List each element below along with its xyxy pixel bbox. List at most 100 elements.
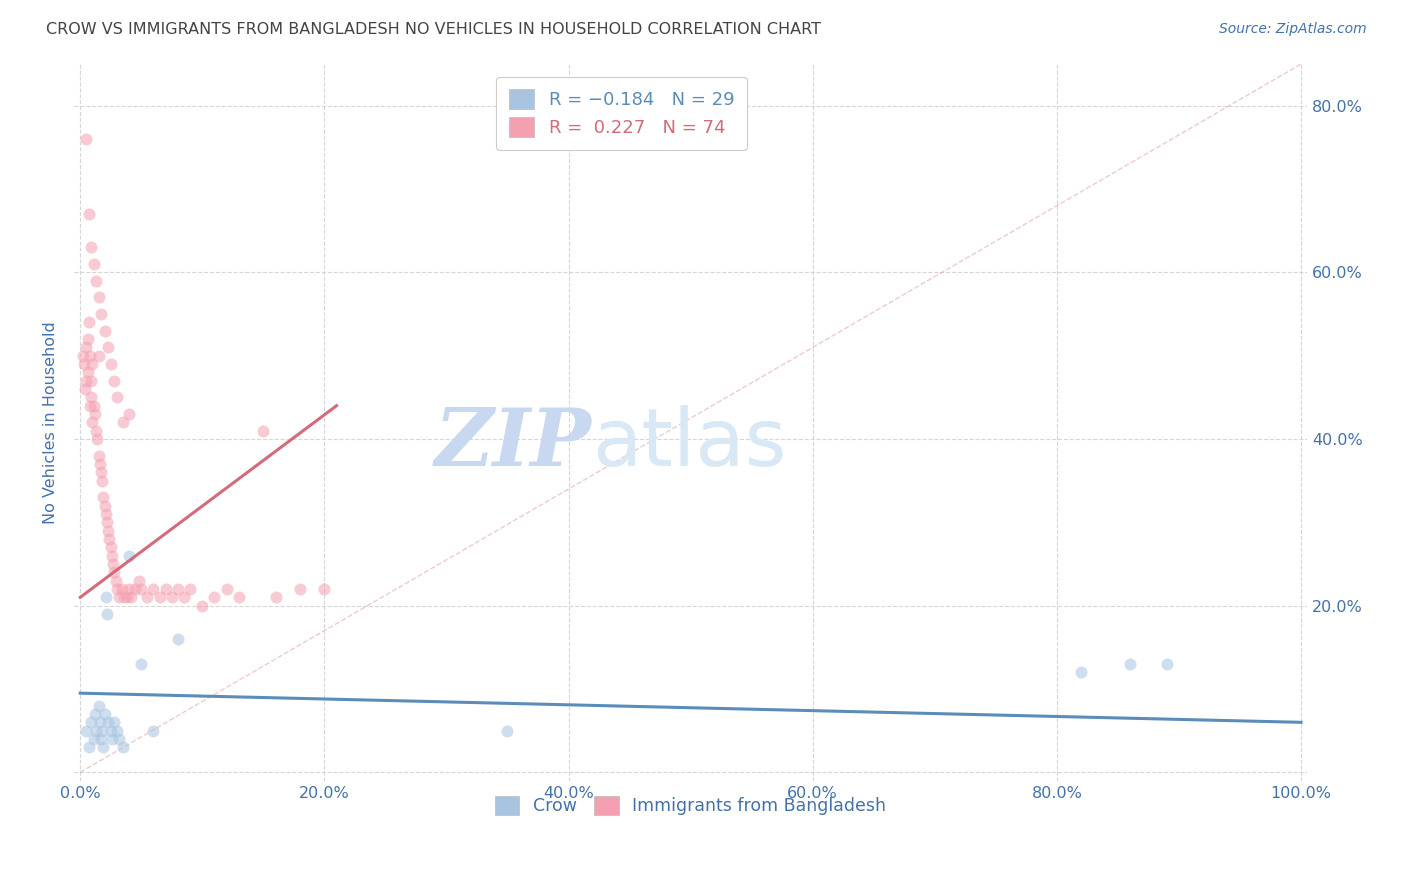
Point	[264, 591, 287, 605]
Point	[98, 532, 121, 546]
Point	[111, 415, 134, 429]
Point	[82, 415, 104, 429]
Point	[73, 357, 96, 371]
Point	[75, 340, 97, 354]
Point	[111, 582, 134, 596]
Point	[84, 723, 107, 738]
Point	[103, 566, 125, 580]
Point	[111, 740, 134, 755]
Point	[104, 574, 127, 588]
Point	[97, 340, 120, 354]
Point	[100, 723, 122, 738]
Point	[80, 390, 103, 404]
Y-axis label: No Vehicles in Household: No Vehicles in Household	[44, 321, 58, 524]
Point	[94, 507, 117, 521]
Point	[90, 307, 112, 321]
Legend: Crow, Immigrants from Bangladesh: Crow, Immigrants from Bangladesh	[484, 786, 897, 826]
Point	[83, 257, 105, 271]
Point	[93, 324, 115, 338]
Point	[84, 274, 107, 288]
Point	[100, 357, 122, 371]
Point	[142, 582, 165, 596]
Point	[75, 374, 97, 388]
Point	[118, 407, 141, 421]
Point	[105, 390, 128, 404]
Point	[1070, 665, 1092, 680]
Point	[83, 407, 105, 421]
Point	[105, 582, 128, 596]
Point	[160, 591, 183, 605]
Point	[129, 582, 152, 596]
Point	[87, 349, 110, 363]
Point	[105, 723, 128, 738]
Point	[90, 466, 112, 480]
Point	[87, 449, 110, 463]
Point	[167, 582, 190, 596]
Point	[79, 349, 101, 363]
Point	[93, 740, 115, 755]
Point	[82, 357, 104, 371]
Point	[142, 723, 165, 738]
Point	[91, 723, 114, 738]
Point	[215, 582, 238, 596]
Point	[101, 557, 124, 571]
Point	[148, 591, 170, 605]
Point	[96, 516, 118, 530]
Point	[1156, 657, 1178, 671]
Point	[101, 731, 124, 746]
Point	[204, 591, 226, 605]
Point	[103, 374, 125, 388]
Point	[84, 424, 107, 438]
Point	[75, 132, 97, 146]
Point	[93, 499, 115, 513]
Point	[93, 706, 115, 721]
Point	[115, 591, 138, 605]
Point	[87, 290, 110, 304]
Point	[118, 582, 141, 596]
Point	[121, 591, 143, 605]
Text: Source: ZipAtlas.com: Source: ZipAtlas.com	[1219, 22, 1367, 37]
Point	[108, 731, 131, 746]
Point	[314, 582, 336, 596]
Point	[89, 457, 111, 471]
Point	[100, 541, 122, 555]
Text: ZIP: ZIP	[434, 405, 592, 483]
Point	[496, 723, 519, 738]
Point	[179, 582, 201, 596]
Point	[79, 399, 101, 413]
Point	[83, 706, 105, 721]
Point	[252, 424, 274, 438]
Point	[91, 474, 114, 488]
Point	[155, 582, 177, 596]
Point	[108, 591, 131, 605]
Text: CROW VS IMMIGRANTS FROM BANGLADESH NO VEHICLES IN HOUSEHOLD CORRELATION CHART: CROW VS IMMIGRANTS FROM BANGLADESH NO VE…	[46, 22, 821, 37]
Point	[129, 657, 152, 671]
Point	[77, 207, 100, 221]
Point	[80, 374, 103, 388]
Point	[124, 582, 146, 596]
Point	[80, 715, 103, 730]
Point	[86, 432, 108, 446]
Point	[96, 607, 118, 621]
Point	[72, 349, 94, 363]
Point	[118, 549, 141, 563]
Point	[80, 240, 103, 254]
Point	[112, 591, 135, 605]
Point	[228, 591, 250, 605]
Point	[101, 549, 124, 563]
Point	[87, 698, 110, 713]
Point	[76, 332, 98, 346]
Point	[90, 731, 112, 746]
Point	[288, 582, 311, 596]
Point	[97, 524, 120, 538]
Point	[83, 399, 105, 413]
Point	[167, 632, 190, 646]
Point	[191, 599, 214, 613]
Point	[93, 491, 115, 505]
Point	[128, 574, 150, 588]
Point	[173, 591, 195, 605]
Point	[75, 382, 97, 396]
Point	[76, 365, 98, 379]
Point	[83, 731, 105, 746]
Point	[103, 715, 125, 730]
